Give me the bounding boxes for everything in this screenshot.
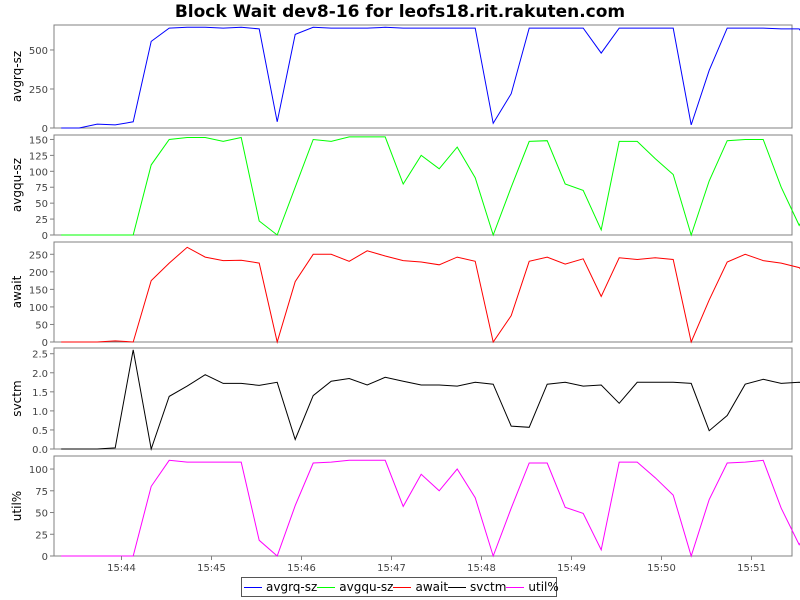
y-tick-label: 150 [29,135,48,146]
panel-5-frame [53,455,793,557]
legend-item: await [393,580,448,594]
y-tick-label: 100 [29,465,48,476]
y-tick-label: 25 [35,215,48,226]
y-tick-label: 100 [29,303,48,314]
y-tick-label: 150 [29,285,48,296]
y-tick-label: 50 [35,320,48,331]
y-tick-label: 100 [29,167,48,178]
y-axis-label: util% [10,491,24,521]
y-tick-label: 0 [42,552,48,563]
legend-item: avgrq-sz [244,580,317,594]
series-line-avgqusz [61,136,800,237]
panel-4-frame [53,347,793,450]
panel-2-frame [53,134,793,236]
y-tick-label: 0 [42,231,48,242]
x-tick-label: 15:44 [107,563,136,574]
legend-swatch [393,586,412,588]
x-tick-label: 15:47 [377,563,406,574]
x-tick-label: 15:51 [737,563,766,574]
y-tick-label: 0 [42,338,48,349]
legend-swatch [506,586,525,588]
legend-item: util% [506,580,559,594]
x-tick-label: 15:49 [557,563,586,574]
legend-label: avgrq-sz [266,580,318,594]
chart-title: Block Wait dev8-16 for leofs18.rit.rakut… [174,2,626,22]
y-tick-label: 0 [42,124,48,135]
y-tick-label: 2.0 [32,369,48,380]
series-line-avgrqsz [61,26,800,129]
legend-label: await [415,580,449,594]
y-axis-label: avgrq-sz [10,51,24,102]
y-axis-label: avgqu-sz [10,158,24,212]
legend-label: avgqu-sz [339,580,394,594]
panel-3-frame [53,241,793,343]
y-tick-label: 0.0 [32,445,48,456]
legend-label: util% [528,580,559,594]
legend-swatch [244,586,262,588]
y-tick-label: 200 [29,268,48,279]
x-tick-label: 15:50 [647,563,676,574]
legend-item: avgqu-sz [317,580,393,594]
y-tick-label: 500 [29,46,48,57]
y-tick-label: 0.5 [32,426,48,437]
y-tick-label: 25 [35,530,48,541]
y-tick-label: 2.5 [32,350,48,361]
y-tick-label: 125 [29,151,48,162]
y-tick-label: 50 [35,199,48,210]
series-line-util [61,459,800,558]
y-tick-label: 250 [29,85,48,96]
legend-swatch [448,586,467,588]
legend-label: svctm [470,580,507,594]
y-tick-label: 75 [35,183,48,194]
x-tick-label: 15:45 [197,563,226,574]
y-axis-label: svctm [10,380,24,416]
legend-item: svctm [448,580,506,594]
x-tick-label: 15:46 [287,563,316,574]
x-tick-label: 15:48 [467,563,496,574]
chart-legend: avgrq-sz avgqu-sz await svctm util% [241,577,559,597]
series-line-await [61,246,800,344]
panel-1-frame [53,24,793,129]
y-tick-label: 50 [35,509,48,520]
legend-swatch [317,586,336,588]
y-axis-label: await [10,275,24,308]
y-tick-label: 250 [29,250,48,261]
y-tick-label: 1.5 [32,388,48,399]
y-tick-label: 75 [35,487,48,498]
y-tick-label: 1.0 [32,407,48,418]
series-line-svctm [61,349,800,451]
